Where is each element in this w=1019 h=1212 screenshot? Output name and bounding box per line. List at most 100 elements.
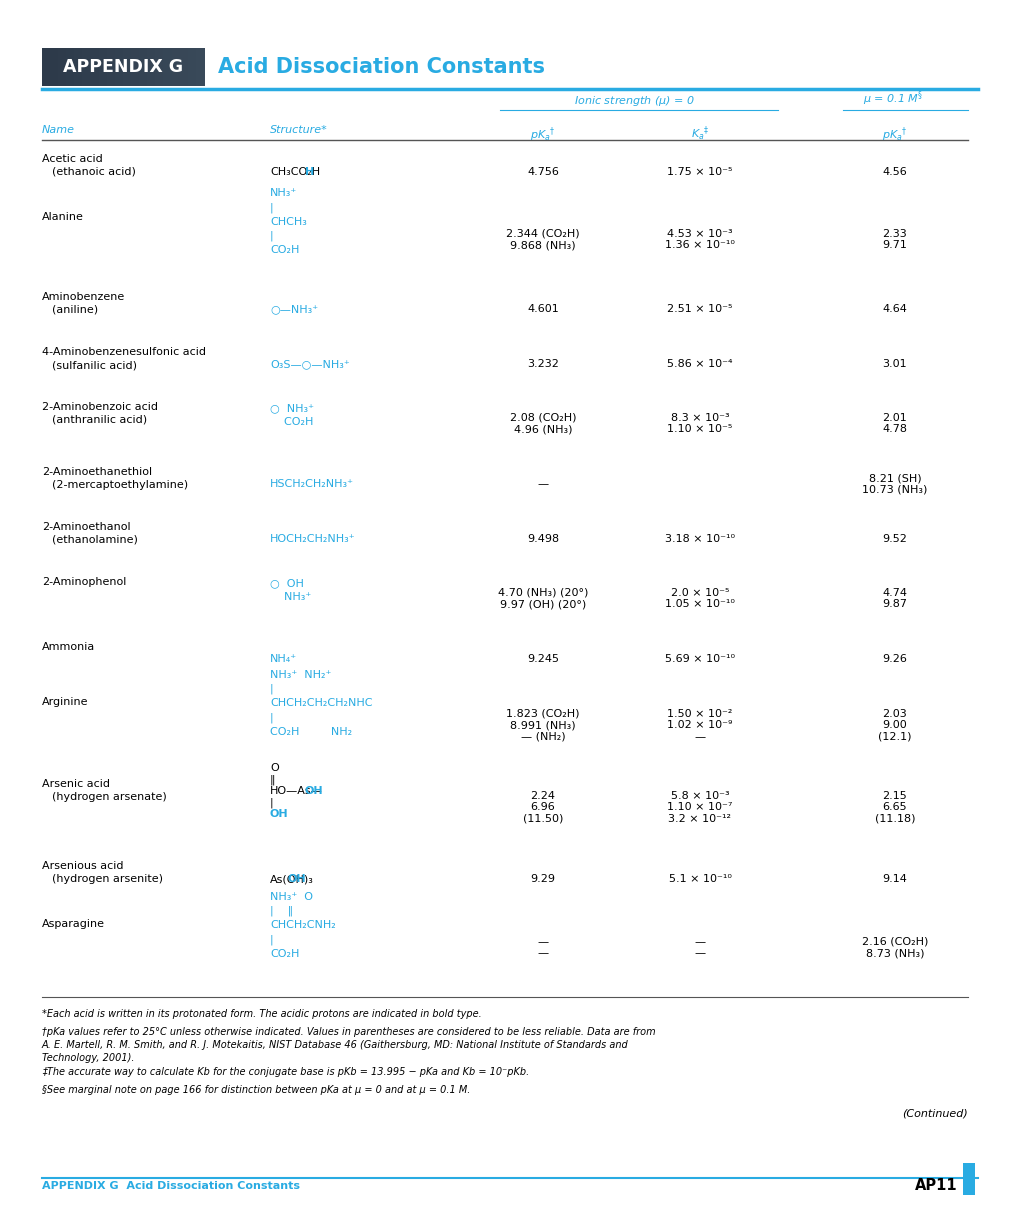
Text: $\mathit{\mu}$ = 0.1 M$^{\mathsf{\S}}$: $\mathit{\mu}$ = 0.1 M$^{\mathsf{\S}}$ — [862, 90, 922, 108]
Text: 3.232: 3.232 — [527, 359, 558, 370]
Text: 3.2 × 10⁻¹²: 3.2 × 10⁻¹² — [667, 814, 731, 824]
Text: Acetic acid: Acetic acid — [42, 154, 103, 164]
Text: †pKa values refer to 25°C unless otherwise indicated. Values in parentheses are : †pKa values refer to 25°C unless otherwi… — [42, 1027, 655, 1063]
Text: 6.96: 6.96 — [530, 802, 554, 812]
Bar — [91, 48, 100, 86]
Text: 8.21 (SH): 8.21 (SH) — [868, 474, 920, 484]
Text: *Each acid is written in its protonated form. The acidic protons are indicated i: *Each acid is written in its protonated … — [42, 1010, 481, 1019]
Text: 2.08 (CO₂H): 2.08 (CO₂H) — [510, 412, 576, 423]
Bar — [155, 48, 164, 86]
Text: OH: OH — [287, 874, 306, 885]
Text: NH₃⁺  O
|    ‖
CHCH₂CNH₂
|
CO₂H: NH₃⁺ O | ‖ CHCH₂CNH₂ | CO₂H — [270, 892, 335, 959]
Text: 2.51 × 10⁻⁵: 2.51 × 10⁻⁵ — [666, 304, 732, 314]
Text: (11.18): (11.18) — [874, 814, 914, 824]
Text: 4.74: 4.74 — [881, 588, 907, 598]
Bar — [83, 48, 92, 86]
Text: (anthranilic acid): (anthranilic acid) — [52, 415, 147, 425]
Text: Acid Dissociation Constants: Acid Dissociation Constants — [218, 57, 544, 78]
Text: §See marginal note on page 166 for distinction between pKa at μ = 0 and at μ = 0: §See marginal note on page 166 for disti… — [42, 1085, 470, 1094]
Text: p$\mathit{K_a}$$^{\dagger}$: p$\mathit{K_a}$$^{\dagger}$ — [530, 125, 555, 143]
Text: (12.1): (12.1) — [877, 732, 911, 742]
Text: 4.601: 4.601 — [527, 304, 558, 314]
Text: —: — — [694, 732, 705, 742]
Bar — [58, 48, 67, 86]
Bar — [163, 48, 172, 86]
Bar — [147, 48, 156, 86]
Text: 4.96 (NH₃): 4.96 (NH₃) — [514, 424, 572, 434]
Bar — [131, 48, 140, 86]
Text: 5.1 × 10⁻¹⁰: 5.1 × 10⁻¹⁰ — [667, 874, 731, 885]
Bar — [171, 48, 180, 86]
Text: 2.03: 2.03 — [881, 709, 907, 719]
Text: 2.344 (CO₂H): 2.344 (CO₂H) — [505, 229, 579, 239]
Text: APPENDIX G: APPENDIX G — [63, 58, 182, 76]
Text: (hydrogen arsenate): (hydrogen arsenate) — [52, 791, 166, 802]
Text: (Continued): (Continued) — [902, 1109, 967, 1119]
Text: (sulfanilic acid): (sulfanilic acid) — [52, 360, 137, 370]
Text: O₃S—○—NH₃⁺: O₃S—○—NH₃⁺ — [270, 359, 350, 370]
Text: OH: OH — [270, 810, 288, 819]
Text: Name: Name — [42, 125, 75, 135]
Text: HO—As—: HO—As— — [270, 787, 322, 796]
Bar — [50, 48, 59, 86]
Text: 2.01: 2.01 — [881, 412, 907, 423]
Text: p$\mathit{K_a}$$^{\dagger}$: p$\mathit{K_a}$$^{\dagger}$ — [881, 125, 907, 143]
Text: Alanine: Alanine — [42, 212, 84, 222]
Text: 6.65: 6.65 — [881, 802, 907, 812]
Text: 9.87: 9.87 — [881, 599, 907, 610]
Text: 4.53 × 10⁻³: 4.53 × 10⁻³ — [666, 229, 732, 239]
Text: Aminobenzene: Aminobenzene — [42, 292, 125, 302]
Text: —: — — [694, 948, 705, 959]
Text: 4.64: 4.64 — [881, 304, 907, 314]
Text: ○  OH
    NH₃⁺: ○ OH NH₃⁺ — [270, 578, 311, 602]
Text: OH: OH — [305, 787, 323, 796]
Text: (2-mercaptoethylamine): (2-mercaptoethylamine) — [52, 480, 187, 490]
Text: HOCH₂CH₂NH₃⁺: HOCH₂CH₂NH₃⁺ — [270, 534, 356, 544]
Text: |: | — [270, 797, 273, 808]
Text: Ionic strength ($\mathit{\mu}$) = 0: Ionic strength ($\mathit{\mu}$) = 0 — [574, 95, 695, 108]
Text: Ammonia: Ammonia — [42, 642, 95, 652]
Text: H: H — [305, 167, 314, 177]
Bar — [179, 48, 189, 86]
Text: 5.86 × 10⁻⁴: 5.86 × 10⁻⁴ — [666, 359, 732, 370]
Text: 2.15: 2.15 — [881, 791, 907, 801]
Text: 9.29: 9.29 — [530, 874, 555, 885]
Bar — [99, 48, 108, 86]
Text: 2.0 × 10⁻⁵: 2.0 × 10⁻⁵ — [671, 588, 729, 598]
Text: — (NH₂): — (NH₂) — [520, 732, 565, 742]
Text: 8.73 (NH₃): 8.73 (NH₃) — [865, 948, 923, 959]
Text: 1.36 × 10⁻¹⁰: 1.36 × 10⁻¹⁰ — [664, 240, 735, 251]
Text: 1.75 × 10⁻⁵: 1.75 × 10⁻⁵ — [666, 167, 732, 177]
Text: Asparagine: Asparagine — [42, 919, 105, 930]
Bar — [962, 1164, 974, 1195]
Bar — [66, 48, 75, 86]
Text: 2.33: 2.33 — [881, 229, 907, 239]
Bar — [42, 48, 51, 86]
Text: 1.50 × 10⁻²: 1.50 × 10⁻² — [666, 709, 732, 719]
Text: 5.69 × 10⁻¹⁰: 5.69 × 10⁻¹⁰ — [664, 654, 735, 664]
Text: NH₃⁺  NH₂⁺
|
CHCH₂CH₂CH₂NHC
|
CO₂H         NH₂: NH₃⁺ NH₂⁺ | CHCH₂CH₂CH₂NHC | CO₂H NH₂ — [270, 670, 372, 737]
Text: —: — — [537, 479, 548, 490]
Text: AP11: AP11 — [914, 1178, 957, 1194]
Text: 4.70 (NH₃) (20°): 4.70 (NH₃) (20°) — [497, 588, 588, 598]
Text: 2-Aminophenol: 2-Aminophenol — [42, 577, 126, 587]
Text: 2-Aminoethanethiol: 2-Aminoethanethiol — [42, 467, 152, 478]
Text: 9.71: 9.71 — [881, 240, 907, 251]
Text: ○—NH₃⁺: ○—NH₃⁺ — [270, 304, 318, 314]
Text: 10.73 (NH₃): 10.73 (NH₃) — [861, 485, 926, 494]
Bar — [187, 48, 197, 86]
Text: —: — — [694, 937, 705, 947]
Text: Structure*: Structure* — [270, 125, 327, 135]
Text: O: O — [270, 764, 278, 773]
Text: 5.8 × 10⁻³: 5.8 × 10⁻³ — [671, 791, 729, 801]
Bar — [196, 48, 205, 86]
Text: 4.56: 4.56 — [881, 167, 907, 177]
Text: Arginine: Arginine — [42, 697, 89, 707]
Text: ‖: ‖ — [270, 774, 275, 785]
Text: 9.245: 9.245 — [527, 654, 558, 664]
Text: ○  NH₃⁺
    CO₂H: ○ NH₃⁺ CO₂H — [270, 404, 314, 428]
Text: APPENDIX G  Acid Dissociation Constants: APPENDIX G Acid Dissociation Constants — [42, 1180, 300, 1191]
Text: $\mathit{K_a}$$^{\ddagger}$: $\mathit{K_a}$$^{\ddagger}$ — [690, 125, 708, 143]
Text: NH₄⁺: NH₄⁺ — [270, 654, 297, 664]
Text: 3.01: 3.01 — [881, 359, 907, 370]
